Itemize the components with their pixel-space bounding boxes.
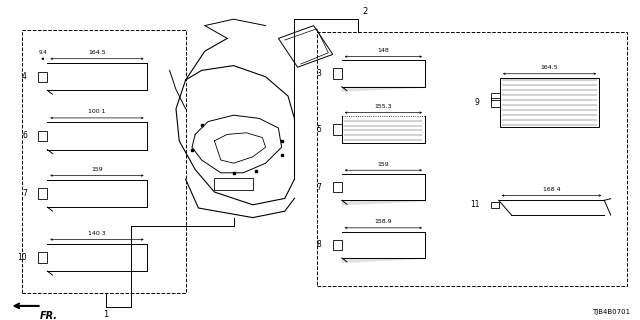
Bar [333, 240, 342, 250]
Bar [38, 72, 47, 82]
Text: 3: 3 [316, 69, 321, 78]
Text: 155.3: 155.3 [374, 104, 392, 109]
Bar [500, 77, 599, 127]
Bar [214, 178, 253, 190]
Text: FR.: FR. [40, 311, 58, 320]
Text: 168 4: 168 4 [543, 187, 560, 192]
Text: 7: 7 [22, 189, 27, 198]
Bar [491, 98, 500, 107]
Text: 9: 9 [475, 98, 479, 107]
Text: 164.5: 164.5 [88, 50, 106, 55]
Text: 100 1: 100 1 [88, 109, 106, 114]
Text: 164.5: 164.5 [541, 65, 558, 70]
Text: 6: 6 [22, 132, 27, 140]
Bar [333, 124, 342, 135]
Bar [38, 188, 47, 199]
Text: 158.9: 158.9 [374, 219, 392, 224]
Polygon shape [278, 26, 333, 67]
Text: 10: 10 [17, 253, 27, 262]
Text: 148: 148 [378, 48, 389, 53]
Bar [491, 202, 499, 208]
Text: 9.4: 9.4 [38, 50, 47, 55]
Text: 4: 4 [22, 72, 27, 81]
Text: 1: 1 [103, 310, 108, 319]
Bar [22, 30, 186, 293]
Bar [38, 131, 47, 141]
Text: 11: 11 [470, 200, 479, 209]
Text: 2: 2 [362, 7, 367, 16]
Text: 159: 159 [91, 167, 103, 172]
Text: TJB4B0701: TJB4B0701 [592, 309, 630, 315]
Text: 7: 7 [316, 183, 321, 192]
Bar [38, 252, 47, 263]
Bar [317, 32, 627, 286]
Text: 5: 5 [316, 125, 321, 134]
Bar [491, 93, 500, 100]
Bar [333, 68, 342, 79]
Text: 159: 159 [378, 162, 389, 167]
Bar [333, 182, 342, 192]
Text: 8: 8 [317, 240, 321, 249]
Text: 140 3: 140 3 [88, 231, 106, 236]
